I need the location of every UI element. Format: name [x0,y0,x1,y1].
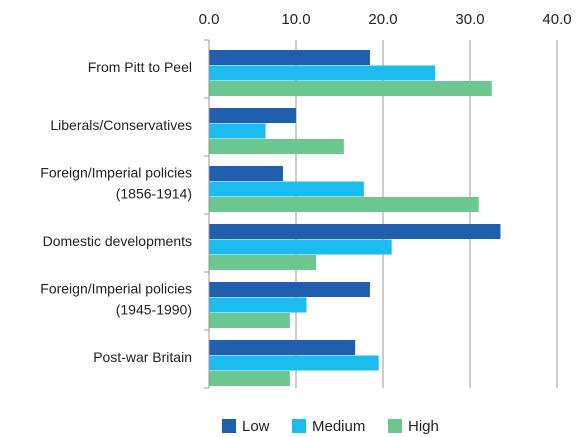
bar-medium [209,297,307,313]
legend: Low Medium High [222,418,439,435]
bar-low [209,282,370,297]
bar-high [209,81,492,96]
bar-high [209,139,344,154]
legend-label-low: Low [242,418,270,435]
legend-label-high: High [408,418,439,435]
bar-low [209,340,356,355]
x-tick-label: 40.0 [542,11,571,28]
bar-low [209,224,501,239]
bar-low [209,108,296,123]
gridlines [295,40,558,388]
bar-low [209,50,370,65]
bar-medium [209,123,266,139]
bar-high [209,197,479,212]
bar-medium [209,65,436,81]
category-label: From Pitt to Peel [88,59,192,75]
category-label: Domestic developments [43,233,192,249]
category-label: Post-war Britain [93,349,192,365]
category-label: Foreign/Imperial policies (1945-1990) [40,281,192,318]
bar-medium [209,355,379,371]
bar-high [209,371,290,386]
x-tick-label: 0.0 [199,11,220,28]
x-axis-tick-labels: 0.0 10.0 20.0 30.0 40.0 [199,11,572,28]
x-tick-label: 30.0 [455,11,484,28]
legend-swatch-low [222,419,236,433]
category-label: Liberals/Conservatives [50,117,192,133]
bar-low [209,166,283,181]
y-axis [204,39,210,389]
bar-medium [209,239,392,255]
x-tick-label: 20.0 [368,11,397,28]
category-label: Foreign/Imperial policies (1856-1914) [40,165,192,202]
bar-high [209,313,290,328]
legend-label-medium: Medium [312,418,365,435]
legend-swatch-high [388,419,402,433]
bars [209,50,501,386]
bar-medium [209,181,364,197]
category-labels: From Pitt to Peel Liberals/Conservatives F… [40,59,192,365]
legend-swatch-medium [292,419,306,433]
bar-high [209,255,317,270]
x-tick-label: 10.0 [281,11,310,28]
